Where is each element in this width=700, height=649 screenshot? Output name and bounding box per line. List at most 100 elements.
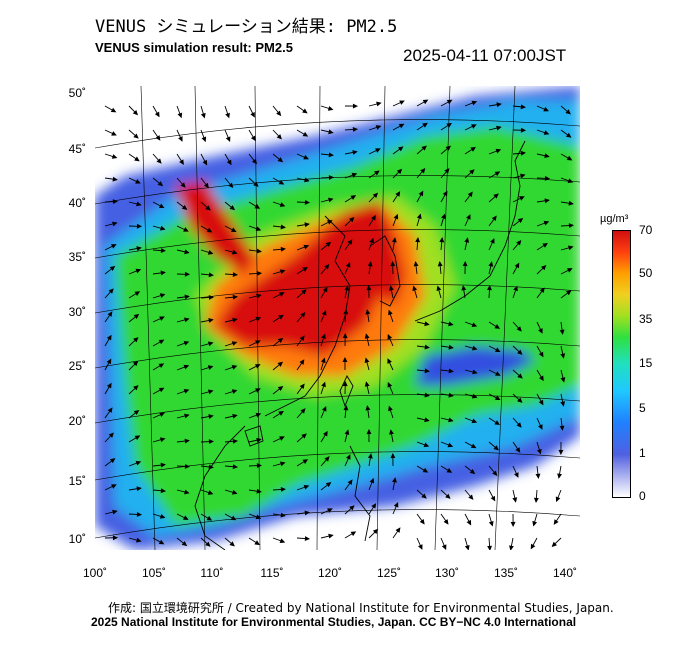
wind-arrow-head: [321, 309, 327, 316]
wind-arrow-head: [544, 198, 550, 204]
wind-arrow-head: [539, 287, 545, 294]
lat-label-10: 10˚: [68, 532, 86, 546]
colorbar-unit: µg/m³: [600, 213, 629, 225]
wind-arrow-head: [530, 543, 536, 550]
wind-arrow-head: [279, 202, 286, 207]
wind-arrow-head: [395, 191, 401, 197]
wind-arrow-head: [441, 213, 446, 220]
wind-arrow-head: [350, 531, 357, 537]
wind-arrow-head: [230, 515, 237, 521]
wind-arrow-head: [183, 340, 190, 346]
wind-arrow-head: [135, 460, 142, 466]
wind-arrow-head: [544, 153, 550, 159]
coast-philippines: [349, 445, 371, 542]
wind-arrow-head: [231, 341, 238, 346]
wind-arrow-head: [559, 425, 565, 431]
wind-arrow-head: [542, 242, 548, 248]
wind-arrow-head: [303, 484, 310, 490]
wind-arrow-head: [517, 349, 523, 355]
wind-arrow-head: [539, 375, 544, 382]
wind-arrow-head: [232, 438, 238, 444]
wind-arrow-head: [280, 246, 286, 252]
wind-arrow-head: [343, 405, 349, 411]
wind-arrow-head: [393, 213, 399, 220]
wind-arrow-head: [565, 290, 572, 296]
colorbar-tick-50: 50: [639, 266, 653, 280]
wind-arrow-head: [424, 417, 430, 423]
wind-arrow-head: [304, 222, 310, 228]
wind-arrow-head: [349, 216, 355, 223]
wind-arrow-head: [328, 129, 334, 135]
wind-arrow-head: [543, 220, 550, 226]
wind-arrow-head: [366, 284, 372, 291]
wind-arrow-head: [154, 111, 160, 118]
wind-arrow-head: [229, 205, 236, 211]
wind-arrow-head: [279, 538, 286, 544]
coast-japan: [414, 140, 526, 322]
wind-arrow-head: [135, 268, 142, 274]
colorbar-tick-35: 35: [639, 312, 653, 326]
wind-arrow-head: [254, 204, 261, 209]
wind-arrow-head: [158, 387, 165, 393]
lon-label-115: 115˚: [260, 566, 284, 580]
wind-arrow-head: [446, 99, 453, 105]
wind-arrow-head: [555, 496, 561, 503]
wind-arrow-head: [399, 100, 405, 105]
lon-label-100: 100˚: [82, 566, 108, 580]
wind-arrow-head: [517, 217, 524, 224]
lat-label-25: 25˚: [68, 359, 86, 373]
wind-arrow-head: [184, 294, 190, 300]
wind-arrow-head: [135, 179, 141, 184]
wind-arrow-head: [232, 272, 239, 277]
wind-arrow-head: [532, 520, 538, 527]
lat-line-40: [95, 175, 580, 205]
wind-arrow-head: [448, 344, 454, 350]
lat-label-50: 50˚: [68, 86, 86, 100]
wind-arrow-head: [106, 382, 112, 389]
wind-arrow-head: [448, 321, 454, 327]
wind-arrow-head: [256, 271, 263, 276]
wind-arrow-head: [470, 443, 477, 449]
wind-arrow-head: [420, 167, 426, 174]
lat-line-10: [95, 509, 580, 539]
wind-arrow-head: [424, 321, 430, 327]
lat-label-45: 45˚: [68, 142, 86, 156]
wind-arrow-head: [277, 337, 284, 344]
wind-arrow-head: [412, 285, 418, 292]
wind-arrow-head: [367, 453, 373, 459]
lon-label-105: 105˚: [141, 566, 167, 580]
wind-arrow-head: [390, 452, 396, 459]
wind-arrow-head: [228, 182, 234, 189]
wind-arrow-head: [471, 418, 478, 424]
wind-arrow-head: [160, 248, 167, 253]
lat-label-35: 35˚: [68, 250, 86, 264]
wind-arrow-head: [347, 479, 353, 485]
wind-arrow-head: [543, 130, 550, 135]
wind-arrow-head: [422, 122, 428, 128]
wind-arrow-head: [392, 477, 397, 483]
wind-arrow-head: [553, 519, 559, 525]
wind-arrow-head: [208, 439, 215, 445]
wind-arrow-head: [520, 173, 526, 179]
title-english: VENUS simulation result: PM2.5: [95, 40, 293, 55]
wind-arrow-head: [446, 122, 452, 128]
wind-arrow-head: [110, 244, 117, 249]
wind-arrow-head: [557, 473, 562, 479]
wind-arrow-head: [255, 412, 262, 418]
wind-arrow-head: [133, 313, 140, 319]
wind-arrow-head: [183, 227, 189, 232]
wind-arrow-head: [560, 353, 566, 359]
wind-arrow-head: [387, 334, 393, 340]
wind-arrow-head: [279, 269, 286, 275]
wind-arrow-head: [106, 334, 112, 341]
pm25-map: [95, 86, 580, 550]
wind-arrow-head: [490, 238, 495, 244]
wind-arrow-head: [471, 100, 478, 106]
wind-arrow-head: [277, 157, 284, 163]
wind-arrow-head: [466, 519, 472, 526]
lon-line-125: [376, 86, 386, 550]
wind-arrow-head: [372, 528, 379, 535]
wind-arrow-head: [321, 333, 326, 340]
wind-arrow-head: [441, 544, 447, 550]
wind-arrow-head: [448, 417, 454, 423]
